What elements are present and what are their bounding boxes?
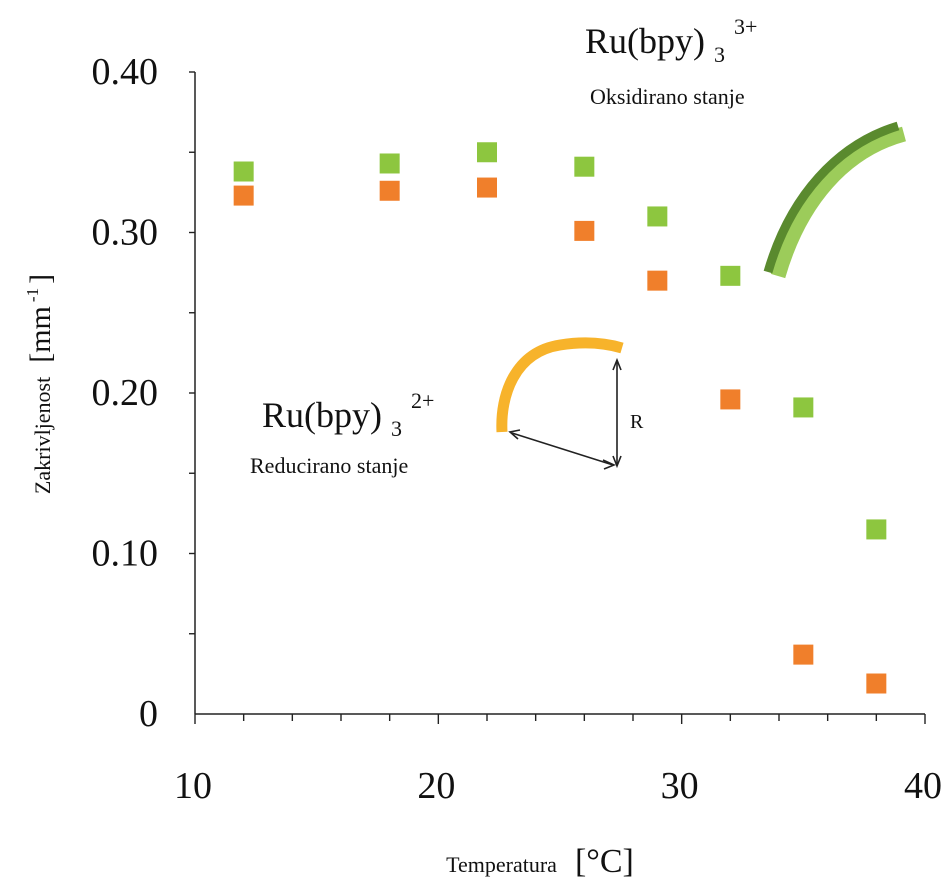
x-tick-label: 20 bbox=[417, 765, 455, 807]
data-point-series-2 bbox=[574, 220, 595, 241]
y-tick-label: 0.10 bbox=[92, 533, 159, 575]
data-point-series-2 bbox=[793, 644, 814, 665]
radius-arrow-diagonal bbox=[511, 432, 614, 466]
data-point-series-1 bbox=[866, 519, 887, 540]
reduced-state-illustration bbox=[496, 337, 624, 470]
oxidized-formula: Ru(bpy) 3 3+ bbox=[585, 14, 757, 70]
x-tick-label: 40 bbox=[904, 765, 942, 807]
data-point-series-1 bbox=[647, 206, 668, 227]
radius-arrowhead-top bbox=[612, 357, 622, 371]
oxidized-formula-sub: 3 bbox=[714, 42, 725, 67]
reduced-caption: Reducirano stanje bbox=[250, 453, 408, 478]
reduced-formula-sub: 3 bbox=[391, 416, 402, 441]
x-axis-ticks bbox=[194, 714, 926, 724]
y-axis-label-unit-sup: -1 bbox=[23, 288, 42, 302]
radius-label: R bbox=[630, 411, 644, 433]
x-tick-label: 10 bbox=[174, 765, 212, 807]
reduced-formula: Ru(bpy) 3 2+ bbox=[262, 388, 434, 444]
x-axis-tick-labels: 10 20 30 40 bbox=[174, 765, 942, 807]
radius-arrowhead-left bbox=[508, 429, 521, 440]
y-tick-label: 0.40 bbox=[92, 51, 159, 93]
x-axis-label-text: Temperatura bbox=[446, 852, 557, 877]
y-axis-label-unit-end: ] bbox=[24, 274, 57, 284]
oxidized-formula-main: Ru(bpy) bbox=[585, 21, 705, 61]
data-point-series-2 bbox=[647, 270, 668, 291]
y-tick-label: 0.20 bbox=[92, 372, 159, 414]
radius-arrowhead-bottom bbox=[612, 455, 622, 469]
data-point-series-2 bbox=[720, 389, 741, 410]
data-point-series-2 bbox=[379, 180, 400, 201]
data-point-series-2 bbox=[477, 177, 497, 198]
y-axis-label: Zakrivljenost [mm -1 ] bbox=[23, 274, 57, 494]
data-point-series-1 bbox=[793, 397, 814, 418]
reduced-strip bbox=[496, 337, 624, 433]
y-tick-label: 0 bbox=[139, 693, 158, 735]
data-point-series-1 bbox=[379, 153, 400, 174]
reduced-formula-main: Ru(bpy) bbox=[262, 395, 382, 435]
data-point-series-1 bbox=[574, 156, 595, 177]
data-point-series-1 bbox=[720, 265, 741, 286]
x-axis-label-unit: [°C] bbox=[575, 843, 634, 880]
data-point-series-1 bbox=[477, 142, 497, 163]
data-point-series-1 bbox=[233, 161, 254, 182]
oxidized-formula-sup: 3+ bbox=[734, 14, 757, 39]
data-point-series-2 bbox=[233, 185, 254, 206]
radius-arrowhead-right bbox=[602, 459, 617, 470]
data-points bbox=[233, 142, 887, 694]
data-point-series-2 bbox=[866, 673, 887, 694]
oxidized-strip-light bbox=[770, 126, 907, 279]
oxidized-strip-dark bbox=[763, 121, 900, 274]
y-axis-tick-labels: 0 0.10 0.20 0.30 0.40 bbox=[92, 51, 159, 735]
x-tick-label: 30 bbox=[661, 765, 699, 807]
oxidized-caption: Oksidirano stanje bbox=[590, 84, 745, 109]
y-axis-label-unit: [mm bbox=[24, 306, 57, 363]
y-axis-ticks bbox=[189, 71, 195, 635]
y-tick-label: 0.30 bbox=[92, 212, 159, 254]
oxidized-state-illustration bbox=[763, 121, 907, 279]
x-axis-label: Temperatura [°C] bbox=[446, 843, 634, 880]
y-axis-label-text: Zakrivljenost bbox=[30, 377, 55, 494]
reduced-formula-sup: 2+ bbox=[411, 388, 434, 413]
